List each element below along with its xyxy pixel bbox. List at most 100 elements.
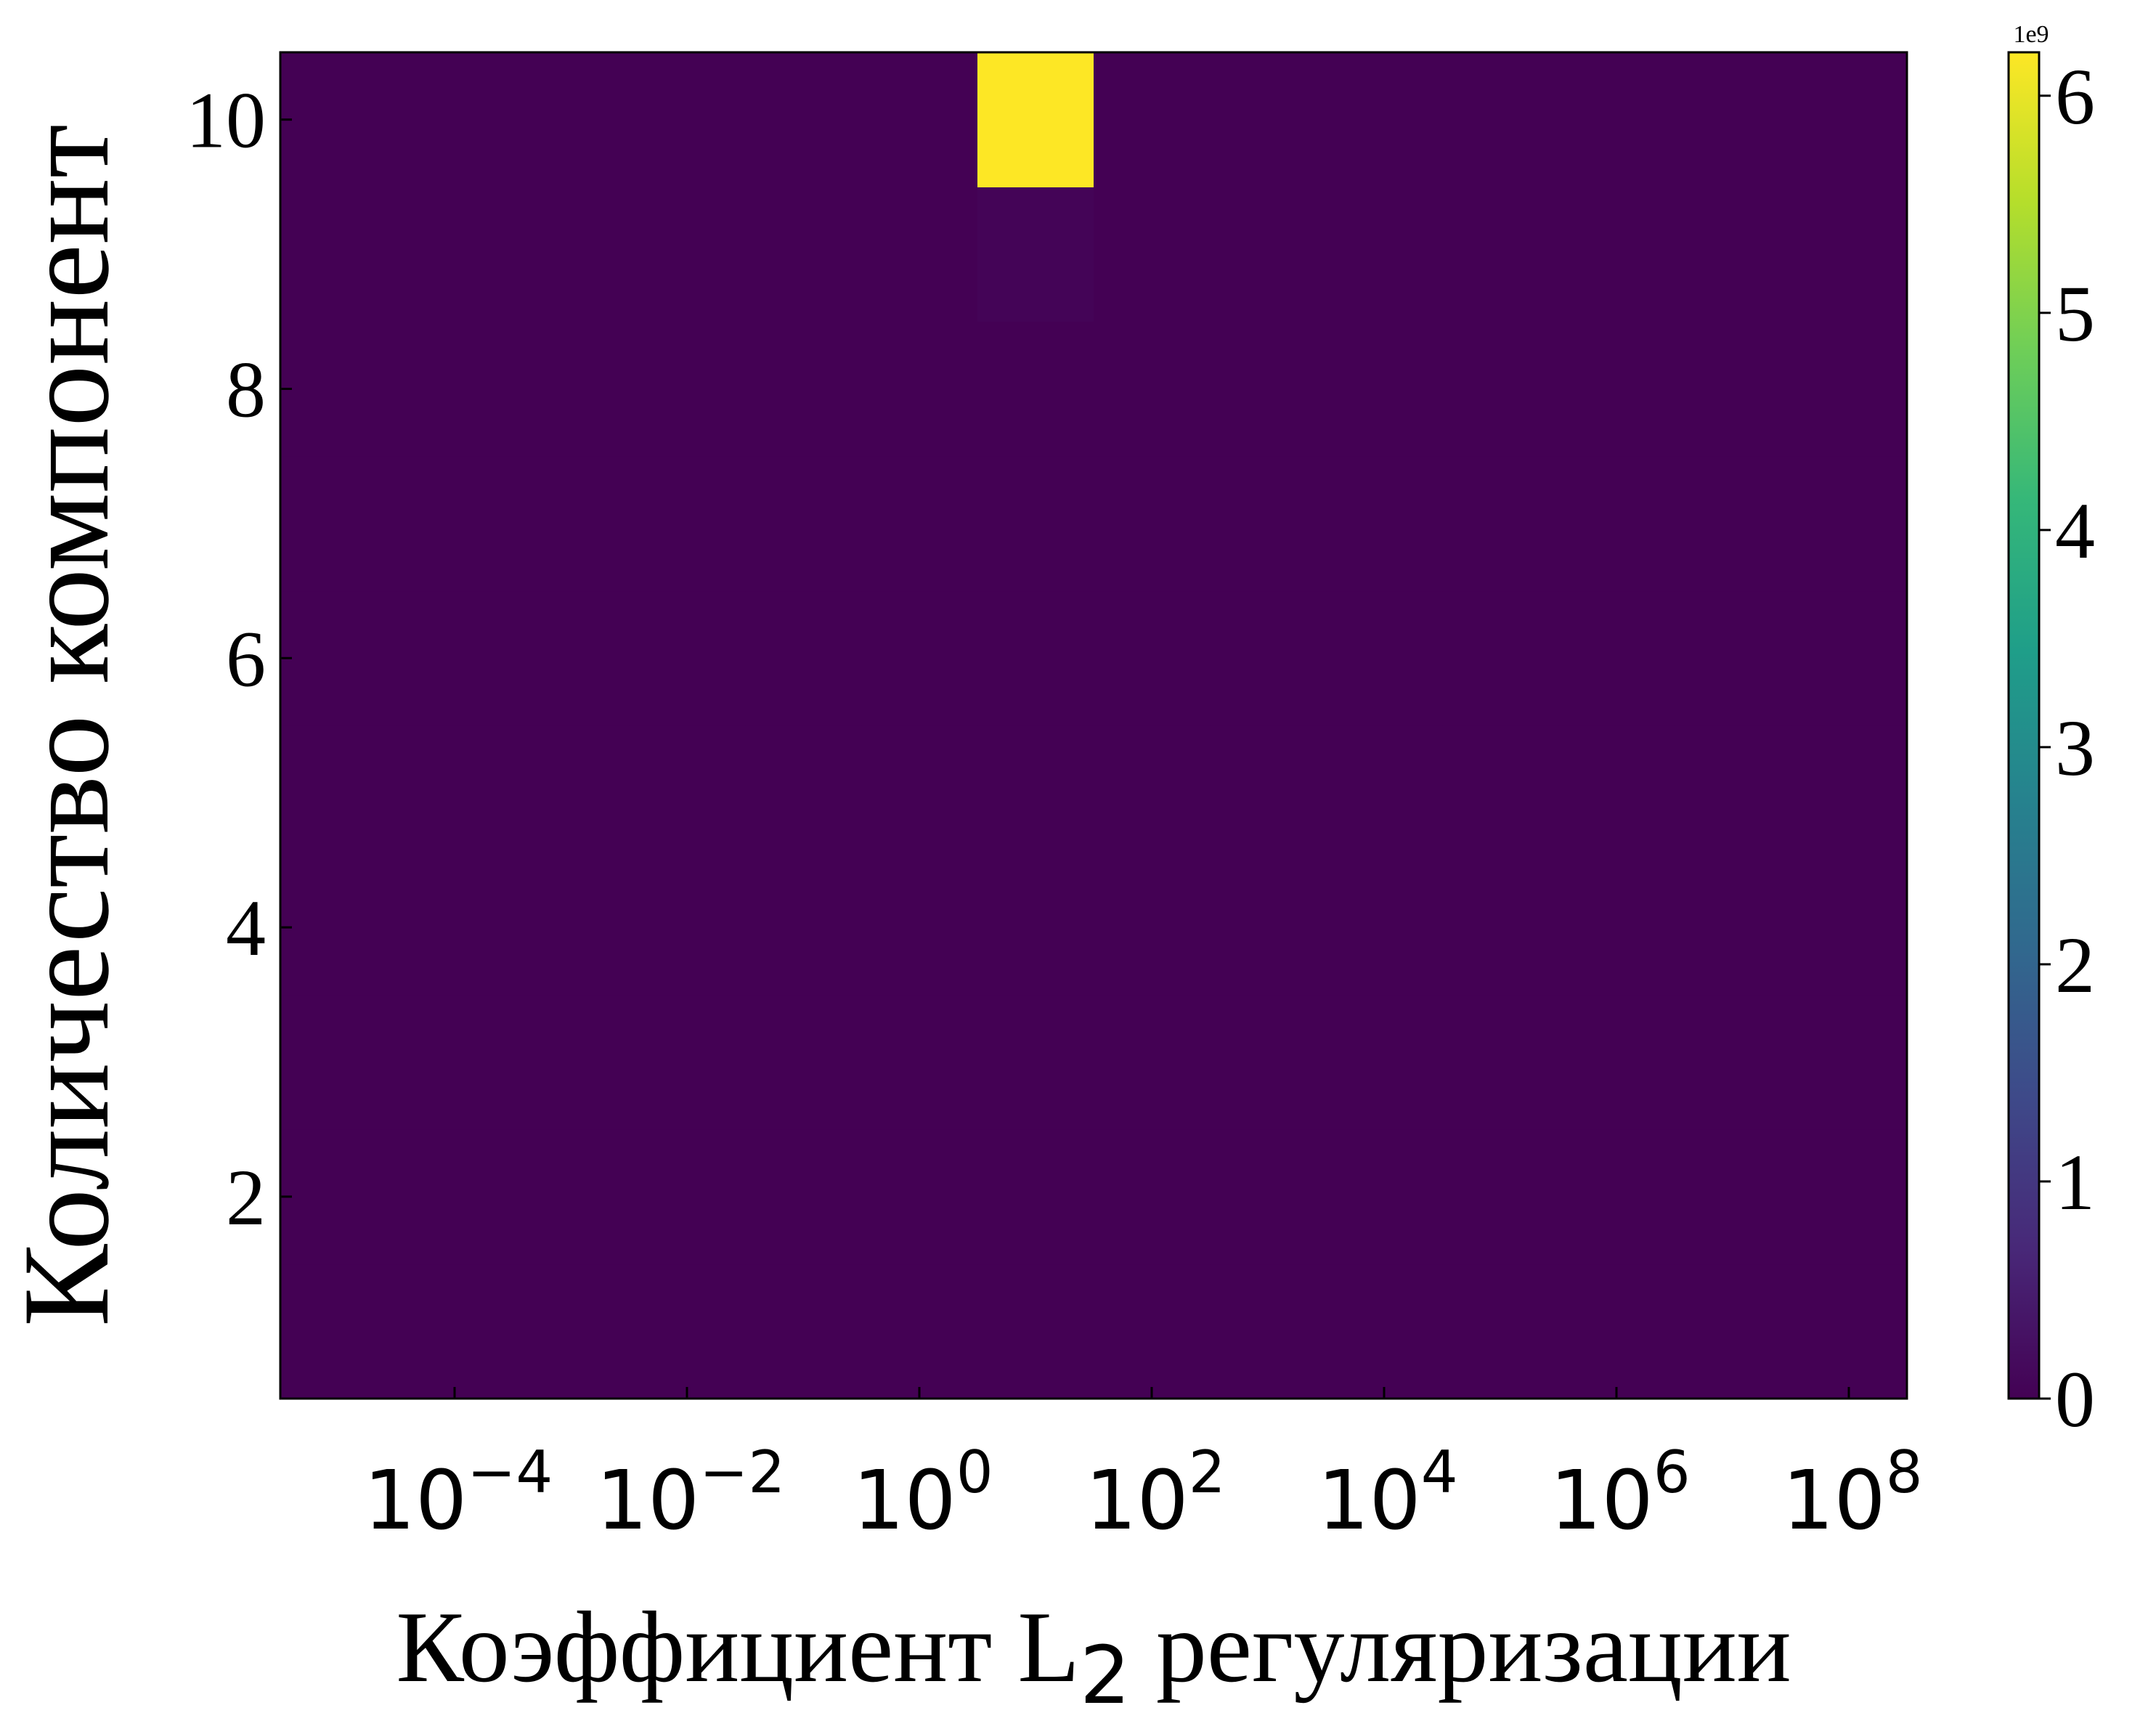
heatmap-cell (745, 187, 862, 322)
heatmap-cell (280, 1129, 397, 1265)
x-tick-exponent: 4 (1421, 1439, 1458, 1506)
colorbar-gradient (2007, 51, 2041, 1400)
heatmap-cell (745, 590, 862, 726)
heatmap-cell (513, 1129, 630, 1265)
heatmap-cell (745, 1264, 862, 1399)
heatmap-cell (629, 725, 746, 860)
heatmap-cell (745, 321, 862, 457)
heatmap-cell (1326, 1264, 1443, 1399)
heatmap-cell (1094, 321, 1211, 457)
x-tick-exponent: −2 (699, 1439, 785, 1506)
x-tick-exponent: 2 (1189, 1439, 1226, 1506)
heatmap-cell (1558, 725, 1675, 860)
heatmap-cell (861, 1264, 978, 1399)
y-tick-label: 6 (226, 614, 266, 703)
heatmap-cell (1675, 321, 1791, 457)
heatmap-cell (977, 1129, 1094, 1265)
heatmap-cell (1326, 321, 1443, 457)
heatmap-cell (1210, 321, 1327, 457)
heatmap-cell (1791, 1264, 1908, 1399)
heatmap-cell (861, 860, 978, 996)
colorbar-tick-label: 3 (2055, 704, 2095, 792)
heatmap-cell (1326, 456, 1443, 592)
heatmap-cell (629, 1264, 746, 1399)
heatmap-cell (513, 590, 630, 726)
heatmap-cell (629, 860, 746, 996)
heatmap-cell (1675, 590, 1791, 726)
heatmap-cell (513, 860, 630, 996)
heatmap-cell (1675, 1264, 1791, 1399)
heatmap-cell (1558, 321, 1675, 457)
heatmap-cell (1442, 1129, 1559, 1265)
y-tick-label: 10 (186, 76, 266, 165)
heatmap-cell (396, 860, 513, 996)
heatmap-cells (280, 52, 1908, 1399)
heatmap-cell (280, 860, 397, 996)
heatmap-cell (977, 860, 1094, 996)
heatmap-cell (396, 456, 513, 592)
x-tick-base: 10 (596, 1454, 700, 1548)
y-axis-label: Количество компонент (0, 124, 134, 1327)
heatmap-cell (1558, 52, 1675, 187)
x-tick-base: 10 (1782, 1454, 1886, 1548)
heatmap-cell (1094, 52, 1211, 187)
heatmap-cell (1442, 994, 1559, 1130)
x-tick-base: 10 (1085, 1454, 1189, 1548)
heatmap-cell (977, 456, 1094, 592)
colorbar-tick-label: 0 (2055, 1355, 2095, 1444)
heatmap-cell (1326, 994, 1443, 1130)
heatmap-cell (861, 52, 978, 187)
heatmap-cell (977, 590, 1094, 726)
heatmap-cell (1442, 52, 1559, 187)
heatmap-cell (1791, 994, 1908, 1130)
x-tick-base: 10 (364, 1454, 468, 1548)
heatmap-cell (1442, 725, 1559, 860)
heatmap-cell (1675, 860, 1791, 996)
heatmap-cell (513, 994, 630, 1130)
heatmap-cell (745, 725, 862, 860)
heatmap-cell (1442, 860, 1559, 996)
heatmap-cell (977, 187, 1094, 322)
heatmap-cell (280, 590, 397, 726)
x-tick-base: 10 (853, 1454, 956, 1548)
heatmap-cell (1675, 994, 1791, 1130)
heatmap-cell (1675, 1129, 1791, 1265)
heatmap-cell (745, 52, 862, 187)
heatmap-cell (1210, 994, 1327, 1130)
heatmap-cell (1442, 590, 1559, 726)
heatmap-cell (861, 321, 978, 457)
heatmap-cell (1210, 1264, 1327, 1399)
axis-labels: Количество компонент Коэффициент L2 регу… (0, 124, 1791, 1721)
heatmap-cell (396, 590, 513, 726)
heatmap-cell (1791, 456, 1908, 592)
heatmap-cell (745, 994, 862, 1130)
heatmap-cell (1791, 52, 1908, 187)
heatmap-cell (1675, 725, 1791, 860)
x-tick-label: 104 (1317, 1439, 1457, 1548)
heatmap-cell (280, 994, 397, 1130)
heatmap-cell (513, 1264, 630, 1399)
heatmap-cell (1791, 187, 1908, 322)
heatmap-cell (1791, 590, 1908, 726)
heatmap-cell (861, 1129, 978, 1265)
heatmap-cell (1326, 187, 1443, 322)
heatmap-cell (396, 52, 513, 187)
heatmap-cell (396, 187, 513, 322)
heatmap-cell (1094, 725, 1211, 860)
x-tick-label: 10−2 (596, 1439, 785, 1548)
heatmap-cell (629, 994, 746, 1130)
heatmap-cell (1558, 590, 1675, 726)
colorbar-tick-label: 4 (2055, 487, 2095, 575)
heatmap-cell (1791, 1129, 1908, 1265)
heatmap-cell (1210, 187, 1327, 322)
x-tick-base: 10 (1550, 1454, 1653, 1548)
heatmap-cell (1210, 590, 1327, 726)
x-axis-label-rest: регуляризации (1131, 1591, 1791, 1704)
heatmap-cell (396, 1129, 513, 1265)
heatmap-cell (1210, 1129, 1327, 1265)
heatmap-cell (396, 321, 513, 457)
heatmap-cell (1326, 52, 1443, 187)
x-tick-label: 10−4 (364, 1439, 553, 1548)
